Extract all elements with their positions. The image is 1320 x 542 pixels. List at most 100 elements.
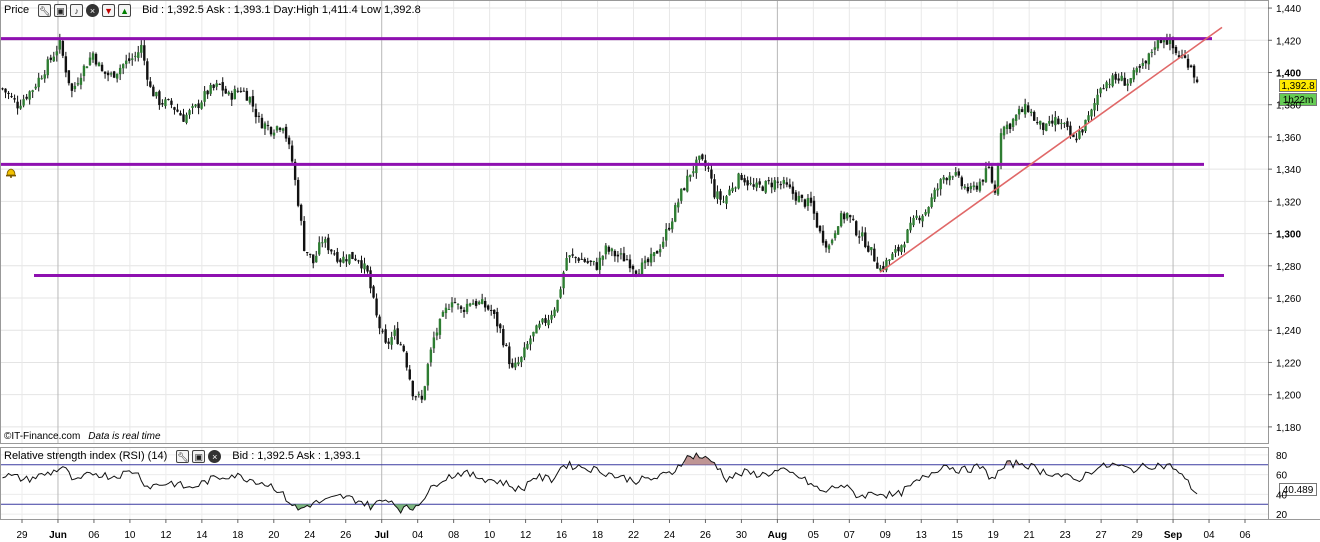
x-tick-label: 21 xyxy=(1024,530,1036,541)
candle-body xyxy=(640,262,644,276)
candle-body xyxy=(438,318,442,335)
x-tick-label: 27 xyxy=(1096,530,1108,541)
rsi-overbought-fill xyxy=(684,453,715,465)
rsi-y-tick-label: 40 xyxy=(1276,490,1288,501)
rsi-window-icon[interactable]: ▣ xyxy=(192,449,206,463)
candle-body xyxy=(302,220,306,251)
candle-body xyxy=(930,197,933,208)
candle-body xyxy=(1057,118,1060,125)
x-tick-labels: 29 Jun 06 10 12 14 18 20 24 26 Jul 04 08 10 12 16 18 22 24… xyxy=(16,530,1251,541)
candle-body xyxy=(143,45,146,61)
candle-body xyxy=(396,328,399,344)
price-panel-frame xyxy=(0,0,1269,444)
candle-body xyxy=(1042,122,1045,131)
source-name: ©IT-Finance.com xyxy=(4,431,81,442)
up-arrow-icon[interactable]: ▲ xyxy=(118,3,132,17)
candle-body xyxy=(1002,126,1006,136)
candle-body xyxy=(227,92,230,95)
candle-body xyxy=(954,172,957,176)
bell-icon[interactable]: ♪ xyxy=(70,3,84,17)
candle-body xyxy=(565,257,568,271)
candle-body xyxy=(1014,114,1018,121)
candle-body xyxy=(402,345,405,352)
rsi-y-tick-label: 20 xyxy=(1276,510,1288,521)
rsi-line xyxy=(2,452,1198,515)
candle-body xyxy=(348,254,351,264)
down-arrow-icon[interactable]: ▼ xyxy=(102,3,116,17)
candle-body xyxy=(960,177,964,187)
candle-body xyxy=(149,81,152,87)
candle-body xyxy=(845,213,849,219)
candle-body xyxy=(1174,46,1178,54)
candle-body xyxy=(76,83,80,85)
candle-body xyxy=(251,96,255,107)
candle-body xyxy=(1105,82,1108,89)
candle-body xyxy=(800,194,804,199)
price-y-tick-label: 1,420 xyxy=(1276,36,1301,47)
candle-body xyxy=(1023,103,1027,115)
candle-body xyxy=(278,127,282,130)
candle-body xyxy=(70,83,74,91)
candle-body xyxy=(266,125,270,127)
price-y-tick-label: 1,220 xyxy=(1276,358,1301,369)
candle-body xyxy=(444,307,448,314)
candle-body xyxy=(1195,79,1199,83)
candle-body xyxy=(918,217,921,221)
candle-body xyxy=(360,260,363,269)
alert-bell-icon[interactable] xyxy=(5,167,17,178)
candle-body xyxy=(4,88,7,93)
price-y-tick-label: 1,200 xyxy=(1276,391,1301,402)
candle-body xyxy=(197,103,200,109)
candle-body xyxy=(7,92,10,95)
candle-body xyxy=(879,268,882,271)
price-y-tick-label: 1,440 xyxy=(1276,4,1301,15)
candle-body xyxy=(1090,109,1093,117)
candle-body xyxy=(568,255,571,258)
candle-body xyxy=(191,105,194,108)
candle-body xyxy=(562,272,565,289)
candle-body xyxy=(109,73,113,75)
candle-body xyxy=(514,362,517,368)
price-y-tick-label: 1,340 xyxy=(1276,165,1301,176)
window-icon[interactable]: ▣ xyxy=(54,3,68,17)
candle-body xyxy=(586,261,589,263)
rsi-overbought-fill xyxy=(1016,460,1023,465)
candle-body xyxy=(1150,51,1154,53)
wrench-icon[interactable]: 🔧︎ xyxy=(38,3,52,17)
horizontal-levels xyxy=(1,37,1224,277)
candle-body xyxy=(876,262,879,269)
rsi-wrench-icon[interactable]: 🔧︎ xyxy=(176,449,190,463)
candle-body xyxy=(743,178,746,183)
candle-body xyxy=(170,100,173,105)
candle-body xyxy=(532,331,535,337)
candle-body xyxy=(131,58,134,60)
candle-body xyxy=(486,305,490,310)
candle-body xyxy=(1072,134,1075,138)
candle-body xyxy=(269,127,273,135)
close-icon[interactable]: × xyxy=(86,3,100,17)
trendline xyxy=(879,26,1223,273)
candle-body xyxy=(710,169,713,179)
candle-body xyxy=(124,60,128,65)
candle-body xyxy=(981,179,985,182)
candle-body xyxy=(547,319,550,326)
x-tick-label: Aug xyxy=(768,530,787,541)
candle-body xyxy=(978,181,982,191)
candle-body xyxy=(1171,37,1175,49)
candle-body xyxy=(571,254,574,256)
x-tick-label: 14 xyxy=(196,530,208,541)
x-tick-label: Sep xyxy=(1164,530,1182,541)
rsi-close-icon[interactable]: × xyxy=(208,449,222,463)
candle-body xyxy=(333,253,336,255)
candle-body xyxy=(764,180,767,193)
candle-body xyxy=(375,298,378,316)
candle-body xyxy=(773,180,776,190)
candle-body xyxy=(1138,65,1141,68)
candle-body xyxy=(957,171,960,176)
candle-body xyxy=(284,126,288,139)
candle-body xyxy=(420,395,424,400)
price-y-tick-label: 1,300 xyxy=(1276,230,1301,241)
candle-body xyxy=(1123,77,1126,86)
rsi-series xyxy=(1,452,1268,515)
